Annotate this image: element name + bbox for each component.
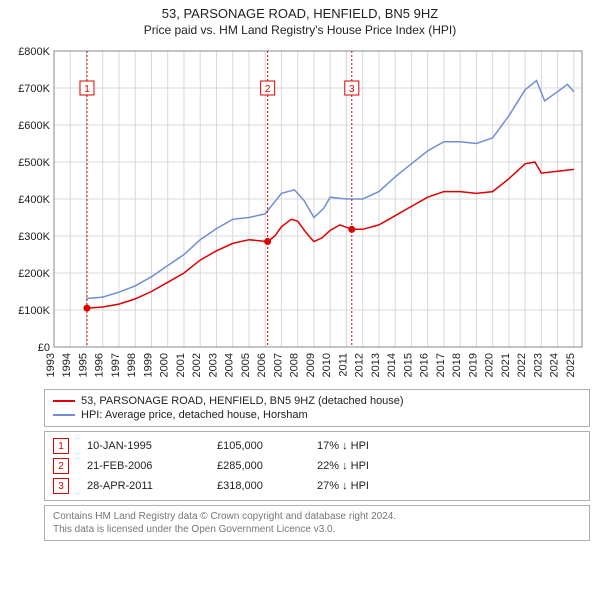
transactions-box: 1 10-JAN-1995£105,00017% ↓ HPI 2 21-FEB-200… <box>44 431 590 501</box>
x-tick-label: 1995 <box>77 353 89 377</box>
x-tick-label: 2025 <box>565 353 577 377</box>
x-tick-label: 2015 <box>402 353 414 377</box>
chart-area: £0 £100K £200K £300K £400K £500K £600K £700K £80… <box>10 45 590 385</box>
chart-title: 53, PARSONAGE ROAD, HENFIELD, BN5 9HZ <box>0 6 600 21</box>
x-tick-label: 2006 <box>256 353 268 377</box>
x-tick-label: 2001 <box>175 353 187 377</box>
x-tick-label: 2007 <box>272 353 284 377</box>
transaction-marker: 1 <box>53 438 69 454</box>
y-tick-label: £400K <box>18 194 50 206</box>
transaction-dot <box>348 226 355 233</box>
transaction-marker-label: 2 <box>265 84 271 95</box>
x-tick-label: 1998 <box>126 353 138 377</box>
transaction-marker-label: 1 <box>84 84 90 95</box>
transaction-row: 2 21-FEB-2006£285,00022% ↓ HPI <box>53 456 581 476</box>
x-tick-label: 2011 <box>337 353 349 377</box>
chart-subtitle: Price paid vs. HM Land Registry's House … <box>0 23 600 37</box>
transaction-diff: 22% ↓ HPI <box>317 460 369 472</box>
x-tick-label: 2012 <box>354 353 366 377</box>
x-tick-label: 2019 <box>467 353 479 377</box>
footer-box: Contains HM Land Registry data © Crown c… <box>44 505 590 541</box>
x-tick-label: 1993 <box>45 353 57 377</box>
x-tick-label: 1997 <box>110 353 122 377</box>
transaction-price: £105,000 <box>217 440 317 452</box>
x-tick-label: 2000 <box>159 353 171 377</box>
x-tick-label: 2008 <box>289 353 301 377</box>
x-tick-label: 2022 <box>516 353 528 377</box>
x-tick-label: 2005 <box>240 353 252 377</box>
y-tick-label: £600K <box>18 120 50 132</box>
x-tick-label: 2009 <box>305 353 317 377</box>
chart-svg: £0 £100K £200K £300K £400K £500K £600K £700K £80… <box>10 45 590 385</box>
x-tick-label: 2017 <box>435 353 447 377</box>
x-tick-label: 2013 <box>370 353 382 377</box>
footer-line-1: Contains HM Land Registry data © Crown c… <box>53 510 581 523</box>
transaction-price: £285,000 <box>217 460 317 472</box>
transaction-date: 10-JAN-1995 <box>87 440 217 452</box>
x-tick-label: 2024 <box>549 353 561 377</box>
x-tick-label: 1994 <box>61 353 73 377</box>
y-tick-label: £300K <box>18 231 50 243</box>
x-tick-label: 2021 <box>500 353 512 377</box>
y-tick-label: £500K <box>18 157 50 169</box>
y-tick-label: £0 <box>38 342 50 354</box>
x-tick-label: 1996 <box>94 353 106 377</box>
legend-label-1: 53, PARSONAGE ROAD, HENFIELD, BN5 9HZ (d… <box>81 395 404 407</box>
transaction-dot <box>83 305 90 312</box>
x-tick-label: 2014 <box>386 353 398 377</box>
x-tick-label: 2003 <box>207 353 219 377</box>
footer-line-2: This data is licensed under the Open Gov… <box>53 523 581 536</box>
x-tick-label: 2004 <box>224 353 236 377</box>
x-tick-label: 1999 <box>142 353 154 377</box>
transaction-marker: 3 <box>53 478 69 494</box>
transaction-marker: 2 <box>53 458 69 474</box>
y-tick-label: £200K <box>18 268 50 280</box>
x-tick-label: 2023 <box>532 353 544 377</box>
y-tick-label: £100K <box>18 305 50 317</box>
x-tick-label: 2020 <box>484 353 496 377</box>
x-tick-label: 2002 <box>191 353 203 377</box>
transaction-date: 28-APR-2011 <box>87 480 217 492</box>
transaction-dot <box>264 238 271 245</box>
legend-label-2: HPI: Average price, detached house, Hors… <box>81 409 308 421</box>
transaction-row: 1 10-JAN-1995£105,00017% ↓ HPI <box>53 436 581 456</box>
transaction-marker-label: 3 <box>349 84 355 95</box>
transaction-diff: 17% ↓ HPI <box>317 440 369 452</box>
legend-swatch-2 <box>53 414 75 416</box>
legend-box: 53, PARSONAGE ROAD, HENFIELD, BN5 9HZ (d… <box>44 389 590 427</box>
y-tick-label: £700K <box>18 83 50 95</box>
transaction-date: 21-FEB-2006 <box>87 460 217 472</box>
x-tick-label: 2010 <box>321 353 333 377</box>
transaction-price: £318,000 <box>217 480 317 492</box>
x-tick-label: 2016 <box>419 353 431 377</box>
x-tick-label: 2018 <box>451 353 463 377</box>
transaction-row: 3 28-APR-2011£318,00027% ↓ HPI <box>53 476 581 496</box>
legend-swatch-1 <box>53 400 75 402</box>
y-tick-label: £800K <box>18 46 50 58</box>
transaction-diff: 27% ↓ HPI <box>317 480 369 492</box>
